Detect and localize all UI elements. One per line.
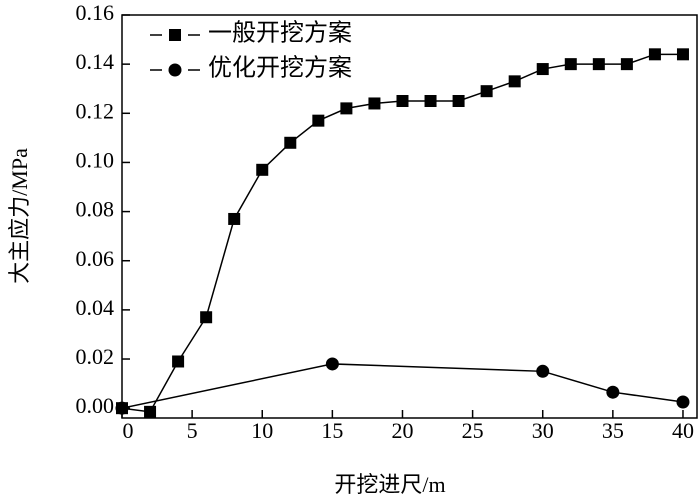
y-tick-label: 0.16 — [76, 0, 115, 25]
marker — [256, 163, 269, 176]
marker — [452, 95, 465, 108]
x-tick-label: 40 — [672, 418, 694, 443]
y-tick-label: 0.02 — [76, 344, 115, 369]
marker — [536, 364, 550, 378]
x-tick-label: 25 — [462, 418, 484, 443]
marker — [312, 114, 325, 127]
marker — [424, 95, 437, 108]
marker — [564, 58, 577, 71]
x-tick-label: 20 — [391, 418, 413, 443]
marker — [396, 95, 409, 108]
marker — [325, 357, 339, 371]
marker — [200, 311, 213, 324]
plot-frame — [121, 14, 698, 419]
x-tick-label: 15 — [321, 418, 343, 443]
series-line — [121, 53, 683, 413]
series-line — [121, 363, 684, 409]
x-tick-label: 30 — [532, 418, 554, 443]
y-tick-label: 0.00 — [76, 393, 115, 418]
marker — [340, 102, 353, 115]
legend-label: 优化开挖方案 — [208, 55, 352, 82]
marker — [284, 136, 297, 149]
x-axis-label: 开挖进尺/m — [334, 472, 445, 497]
x-tick-label: 10 — [251, 418, 273, 443]
x-tick-label: 35 — [602, 418, 624, 443]
marker — [172, 355, 185, 368]
marker — [508, 75, 521, 88]
marker — [592, 58, 605, 71]
marker — [676, 395, 690, 409]
marker — [228, 212, 241, 225]
marker — [536, 63, 549, 76]
marker — [648, 48, 661, 61]
marker — [620, 58, 633, 71]
x-tick-label: 0 — [123, 418, 134, 443]
y-tick-label: 0.04 — [76, 295, 115, 320]
legend-marker — [168, 63, 182, 77]
y-tick-label: 0.08 — [76, 197, 115, 222]
legend-marker — [169, 29, 181, 41]
marker — [368, 97, 381, 110]
y-tick-label: 0.06 — [76, 246, 115, 271]
marker — [480, 85, 493, 98]
legend-label: 一般开挖方案 — [208, 20, 352, 47]
x-tick-label: 5 — [187, 418, 198, 443]
marker — [606, 385, 620, 399]
y-tick-label: 0.12 — [76, 98, 115, 123]
marker — [144, 405, 157, 418]
marker — [115, 401, 129, 415]
y-axis-label: 大主应力/MPa — [7, 148, 32, 284]
y-tick-label: 0.10 — [76, 147, 115, 172]
y-tick-label: 0.14 — [76, 49, 115, 74]
marker — [676, 48, 689, 61]
